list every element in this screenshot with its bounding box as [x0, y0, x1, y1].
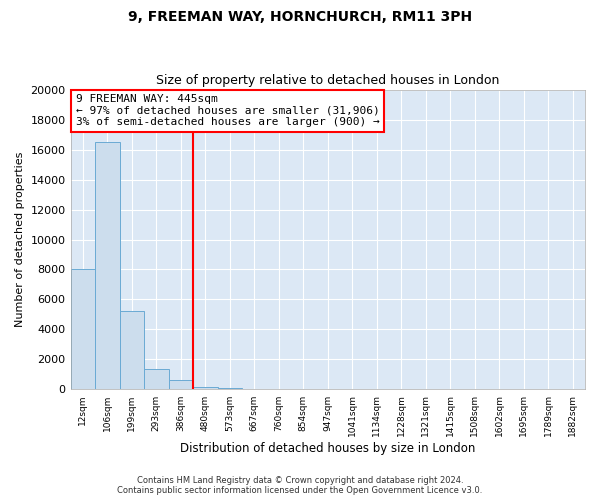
Title: Size of property relative to detached houses in London: Size of property relative to detached ho… [156, 74, 499, 87]
Text: 9 FREEMAN WAY: 445sqm
← 97% of detached houses are smaller (31,906)
3% of semi-d: 9 FREEMAN WAY: 445sqm ← 97% of detached … [76, 94, 379, 128]
Bar [95, 142, 119, 390]
Bar [169, 380, 193, 390]
Y-axis label: Number of detached properties: Number of detached properties [15, 152, 25, 327]
Bar [71, 270, 95, 390]
Bar [218, 388, 242, 390]
Bar [193, 387, 218, 390]
Text: Contains HM Land Registry data © Crown copyright and database right 2024.
Contai: Contains HM Land Registry data © Crown c… [118, 476, 482, 495]
X-axis label: Distribution of detached houses by size in London: Distribution of detached houses by size … [180, 442, 475, 455]
Text: 9, FREEMAN WAY, HORNCHURCH, RM11 3PH: 9, FREEMAN WAY, HORNCHURCH, RM11 3PH [128, 10, 472, 24]
Bar [119, 312, 144, 390]
Bar [144, 369, 169, 390]
